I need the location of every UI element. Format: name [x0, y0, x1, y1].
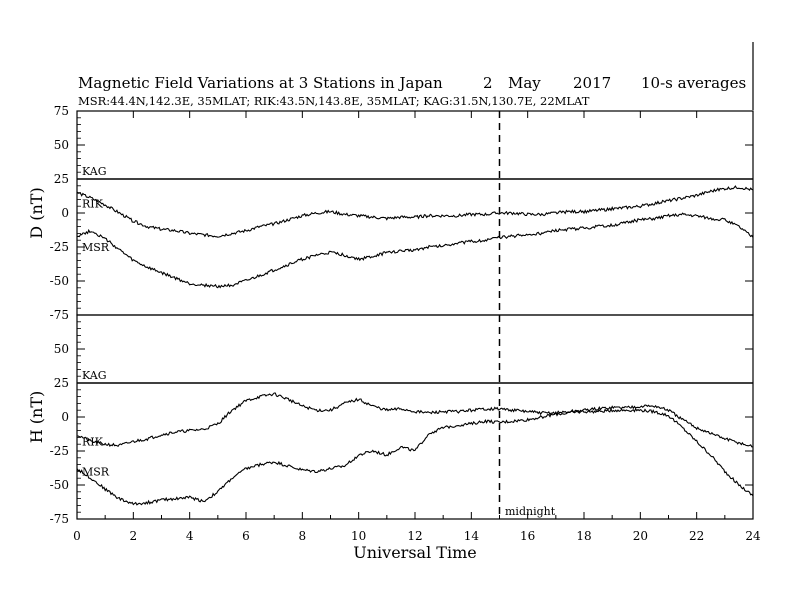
x-tick-label: 22 [689, 529, 704, 543]
x-tick-label: 12 [407, 529, 422, 543]
chart-month: May [508, 74, 541, 92]
y-tick-label: 50 [54, 342, 69, 356]
y-tick-label: -75 [50, 308, 69, 322]
panel-h-ylabel: H (nT) [27, 391, 46, 444]
station-label-rik: RIK [82, 436, 104, 449]
x-tick-label: 20 [633, 529, 648, 543]
y-tick-label: 25 [54, 376, 69, 390]
y-tick-label: 75 [54, 104, 69, 118]
chart-day: 2 [483, 74, 493, 92]
x-tick-label: 6 [242, 529, 250, 543]
panel-d-ylabel: D (nT) [27, 187, 46, 238]
series-rik-line [77, 392, 754, 448]
x-tick-label: 10 [351, 529, 366, 543]
y-tick-label: 0 [61, 410, 69, 424]
y-tick-label: -75 [50, 512, 69, 526]
chart-averaging: 10-s averages [641, 74, 746, 92]
series-msr-line [76, 212, 754, 289]
chart-year: 2017 [573, 74, 611, 92]
x-tick-label: 24 [745, 529, 761, 543]
y-tick-label: -50 [50, 274, 69, 288]
axis-ticks [76, 110, 754, 520]
station-label-rik: RIK [82, 198, 104, 211]
panel-h-frame [76, 314, 754, 520]
x-axis-label: Universal Time [353, 543, 476, 562]
x-tick-label: 14 [464, 529, 480, 543]
y-tick-label: 0 [61, 206, 69, 220]
chart-title: Magnetic Field Variations at 3 Stations … [78, 74, 443, 92]
series-msr-line [76, 407, 754, 506]
station-label-kag: KAG [82, 369, 107, 382]
x-tick-label: 2 [130, 529, 138, 543]
midnight-label: midnight [505, 505, 556, 518]
series-rik-line [76, 185, 754, 238]
y-tick-label: 50 [54, 138, 69, 152]
data-series [76, 111, 754, 519]
y-tick-label: -50 [50, 478, 69, 492]
y-tick-label: -25 [50, 444, 69, 458]
axis-labels: 0 2 4 6 8 10 12 14 16 18 20 22 247550250-25-50-75KAG… [50, 104, 761, 543]
station-label-kag: KAG [82, 165, 107, 178]
x-tick-label: 0 [73, 529, 81, 543]
station-label-msr: MSR [82, 465, 110, 478]
y-tick-label: 25 [54, 172, 69, 186]
y-tick-label: -25 [50, 240, 69, 254]
x-tick-label: 18 [576, 529, 591, 543]
panel-d-frame [76, 110, 754, 316]
station-coordinates: MSR:44.4N,142.3E, 35MLAT; RIK:43.5N,143.… [78, 94, 590, 108]
station-label-msr: MSR [82, 241, 110, 254]
x-tick-label: 4 [186, 529, 194, 543]
x-tick-label: 8 [299, 529, 307, 543]
x-tick-label: 16 [520, 529, 535, 543]
